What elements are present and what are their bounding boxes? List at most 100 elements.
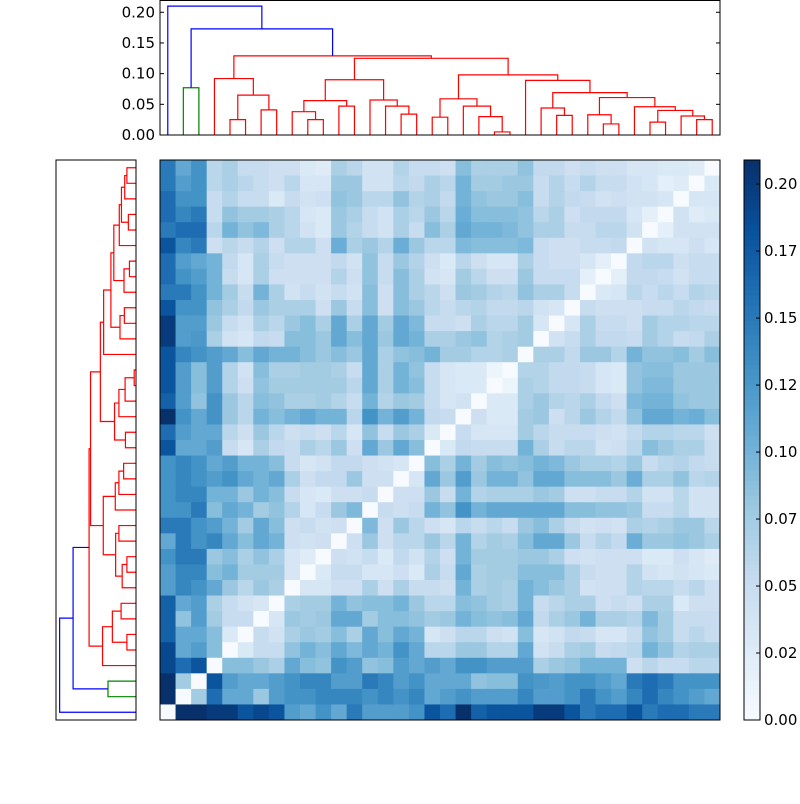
heatmap-cell bbox=[564, 455, 581, 472]
heatmap-cell bbox=[564, 191, 581, 208]
heatmap-cell bbox=[533, 657, 550, 674]
heatmap-cell bbox=[564, 362, 581, 379]
heatmap-cell bbox=[642, 673, 659, 690]
heatmap-cell bbox=[642, 595, 659, 612]
heatmap-cell bbox=[408, 517, 425, 534]
heatmap-cell bbox=[517, 175, 534, 192]
heatmap-cell bbox=[346, 455, 363, 472]
heatmap-cell bbox=[424, 315, 441, 332]
heatmap-cell bbox=[284, 673, 301, 690]
heatmap-cell bbox=[160, 533, 176, 550]
heatmap-cell bbox=[704, 362, 721, 379]
colorbar-segment bbox=[744, 680, 760, 686]
heatmap-cell bbox=[642, 626, 659, 643]
heatmap-cell bbox=[486, 642, 503, 659]
heatmap-cell bbox=[517, 673, 534, 690]
heatmap-cell bbox=[517, 688, 534, 705]
heatmap-cell bbox=[346, 160, 363, 176]
heatmap-cell bbox=[455, 315, 472, 332]
heatmap-cell bbox=[704, 424, 721, 441]
heatmap-cell bbox=[595, 688, 612, 705]
heatmap-cell bbox=[377, 160, 394, 176]
heatmap-cell bbox=[346, 564, 363, 581]
heatmap-cell bbox=[502, 704, 519, 721]
heatmap-cell bbox=[346, 253, 363, 270]
heatmap-cell bbox=[377, 206, 394, 223]
colorbar-segment bbox=[744, 545, 760, 551]
heatmap-cell bbox=[626, 548, 643, 565]
heatmap-cell bbox=[253, 362, 270, 379]
heatmap-cell bbox=[455, 486, 472, 503]
heatmap-cell bbox=[393, 440, 410, 456]
heatmap-cell bbox=[533, 502, 550, 519]
colorbar-segment bbox=[744, 160, 760, 166]
heatmap-cell bbox=[222, 657, 239, 674]
colorbar-segment bbox=[744, 230, 760, 236]
heatmap-cell bbox=[486, 502, 503, 519]
heatmap-cell bbox=[346, 517, 363, 534]
heatmap-cell bbox=[595, 564, 612, 581]
heatmap-cell bbox=[284, 237, 301, 254]
heatmap-cell bbox=[642, 440, 659, 456]
heatmap-cell bbox=[331, 688, 348, 705]
heatmap-cell bbox=[595, 502, 612, 519]
heatmap-cell bbox=[315, 300, 332, 316]
heatmap-cell bbox=[237, 206, 254, 223]
heatmap-cell bbox=[331, 160, 348, 176]
heatmap-cell bbox=[393, 253, 410, 270]
heatmap-cell bbox=[688, 440, 705, 456]
heatmap-cell bbox=[471, 331, 488, 348]
heatmap-cell bbox=[455, 300, 472, 316]
heatmap-cell bbox=[642, 471, 659, 488]
heatmap-cell bbox=[502, 393, 519, 410]
colorbar-segment bbox=[744, 435, 760, 441]
heatmap-cell bbox=[517, 362, 534, 379]
heatmap-cell bbox=[268, 564, 285, 581]
heatmap-cell bbox=[175, 408, 192, 425]
heatmap-cell bbox=[346, 346, 363, 363]
heatmap-cell bbox=[206, 191, 223, 208]
heatmap-cell bbox=[362, 611, 379, 628]
heatmap-cell bbox=[284, 626, 301, 643]
colorbar-tick-label: 0.12 bbox=[764, 376, 797, 394]
colorbar-segment bbox=[744, 505, 760, 511]
heatmap-cell bbox=[393, 704, 410, 721]
heatmap-cell bbox=[346, 657, 363, 674]
dendrogram-link bbox=[556, 114, 573, 135]
heatmap-cell bbox=[160, 393, 176, 410]
heatmap-cell bbox=[517, 548, 534, 565]
heatmap-cell bbox=[688, 253, 705, 270]
heatmap-cell bbox=[595, 284, 612, 301]
heatmap-cell bbox=[393, 377, 410, 394]
heatmap-cell bbox=[253, 517, 270, 534]
heatmap-cell bbox=[331, 580, 348, 596]
heatmap-cell bbox=[688, 315, 705, 332]
heatmap-cell bbox=[206, 564, 223, 581]
colorbar-segment bbox=[744, 335, 760, 341]
colorbar-tick-label: 0.15 bbox=[764, 309, 797, 327]
heatmap-cell bbox=[533, 191, 550, 208]
heatmap-cell bbox=[377, 548, 394, 565]
heatmap-cell bbox=[408, 175, 425, 192]
heatmap-cell bbox=[222, 346, 239, 363]
heatmap-cell bbox=[548, 268, 565, 285]
heatmap-cell bbox=[455, 673, 472, 690]
heatmap-cell bbox=[626, 580, 643, 596]
colorbar-segment bbox=[744, 400, 760, 406]
heatmap-cell bbox=[331, 191, 348, 208]
heatmap-cell bbox=[237, 362, 254, 379]
top-dendrogram: 0.00 0.05 0.10 0.15 0.20 bbox=[122, 0, 721, 144]
heatmap-cell bbox=[253, 688, 270, 705]
heatmap-cell bbox=[222, 580, 239, 596]
heatmap-cell bbox=[580, 315, 596, 332]
heatmap-cell bbox=[315, 595, 332, 612]
heatmap-cell bbox=[253, 580, 270, 596]
heatmap-cell bbox=[471, 455, 488, 472]
colorbar-segment bbox=[744, 455, 760, 461]
heatmap-cell bbox=[268, 160, 285, 176]
heatmap-cell bbox=[502, 206, 519, 223]
heatmap-cell bbox=[642, 160, 659, 176]
heatmap-cell bbox=[377, 222, 394, 239]
heatmap-cell bbox=[206, 160, 223, 176]
heatmap-cell bbox=[191, 284, 208, 301]
